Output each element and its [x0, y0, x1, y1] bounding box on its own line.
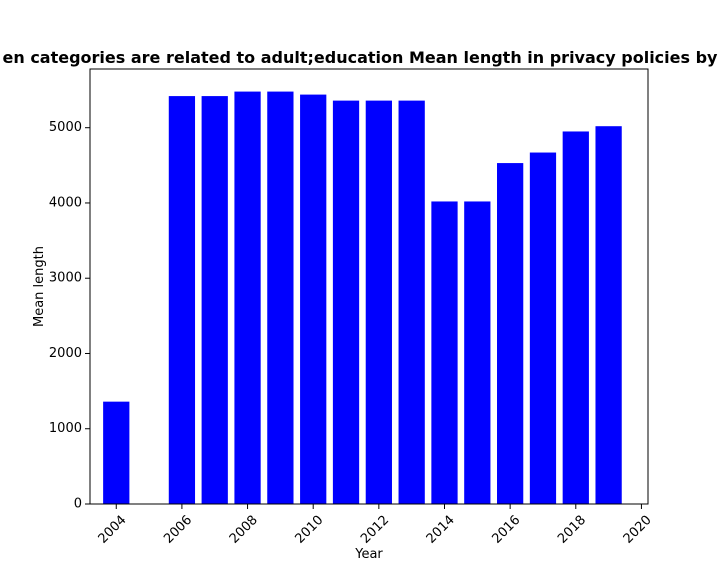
x-tick-label: 2018 [555, 513, 589, 547]
bar-2010 [300, 94, 327, 504]
y-tick-label: 3000 [49, 271, 82, 286]
plot-frame [89, 68, 649, 505]
bar-2017 [529, 152, 557, 505]
x-tick-label: 2006 [161, 513, 195, 547]
bar-2011 [332, 100, 360, 505]
bar-2013 [398, 100, 425, 505]
bar-2015 [464, 201, 491, 504]
x-tick-label: 2010 [292, 513, 326, 547]
bar-2008 [234, 91, 261, 504]
bar-2016 [497, 163, 524, 504]
bar-2018 [562, 131, 589, 504]
x-tick-label: 2012 [358, 513, 392, 547]
y-tick-label: 0 [74, 497, 82, 512]
y-tick-label: 5000 [49, 120, 82, 135]
bar-2014 [431, 201, 458, 504]
bars-group [103, 91, 622, 505]
bar-2006 [168, 96, 196, 504]
bar-2012 [365, 100, 392, 505]
x-axis-label: Year [354, 547, 383, 562]
x-tick-label: 2014 [424, 513, 458, 547]
x-tick-label: 2004 [96, 513, 130, 547]
bar-2019 [595, 126, 622, 504]
bar-2004 [103, 401, 130, 504]
y-tick-label: 2000 [49, 346, 82, 361]
y-tick-label: 1000 [49, 421, 82, 436]
y-tick-label: 4000 [49, 195, 82, 210]
x-tick-label: 2008 [227, 513, 261, 547]
y-axis-label: Mean length [32, 246, 47, 327]
x-axis-ticks: 2004 2006 2008 2010 2012 2014 2016 2018 2020 [96, 504, 655, 547]
y-axis-ticks: 0 1000 2000 3000 4000 5000 [49, 120, 90, 512]
bar-2009 [267, 91, 294, 504]
bar-2007 [201, 96, 228, 504]
x-tick-label: 2016 [489, 513, 523, 547]
chart-title: en categories are related to adult;educa… [3, 48, 719, 67]
x-tick-label: 2020 [621, 513, 655, 547]
